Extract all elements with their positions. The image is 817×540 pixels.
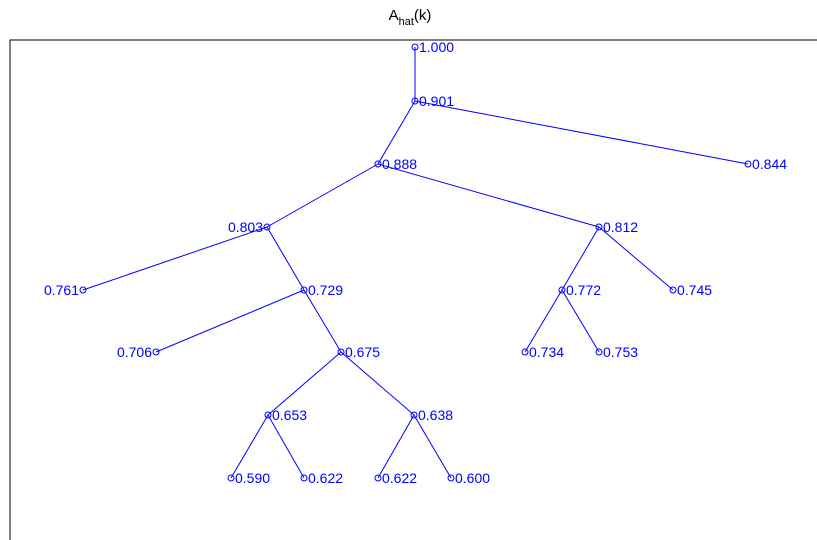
tree-node: 0.812 — [595, 219, 638, 235]
node-value-label: 0.675 — [345, 344, 380, 360]
node-marker — [521, 348, 529, 356]
node-value-label: 0.901 — [419, 93, 454, 109]
node-value-label: 0.600 — [455, 470, 490, 486]
node-value-label: 0.622 — [382, 470, 417, 486]
tree-edge — [377, 414, 415, 479]
tree-node: 0.653 — [264, 407, 307, 423]
tree-edge — [267, 414, 305, 479]
node-marker — [263, 223, 271, 231]
node-value-label: 0.734 — [529, 344, 564, 360]
node-marker — [595, 223, 603, 231]
tree-edge — [561, 289, 600, 353]
node-value-label: 1.000 — [419, 39, 454, 55]
node-value-label: 0.761 — [44, 282, 79, 298]
title-suffix: (k) — [414, 7, 432, 24]
node-value-label: 0.653 — [272, 407, 307, 423]
node-marker — [744, 160, 752, 168]
node-marker — [411, 43, 419, 51]
node-value-label: 0.706 — [117, 344, 152, 360]
tree-edge — [267, 351, 342, 416]
node-marker — [558, 286, 566, 294]
tree-edge — [377, 163, 600, 228]
node-value-label: 0.803 — [228, 219, 263, 235]
tree-edge — [340, 351, 415, 416]
tree-node: 0.745 — [669, 282, 712, 298]
node-value-label: 0.638 — [418, 407, 453, 423]
node-marker — [374, 160, 382, 168]
node-marker — [79, 286, 87, 294]
node-value-label: 0.622 — [308, 470, 343, 486]
tree-node: 1.000 — [411, 39, 454, 55]
node-marker — [669, 286, 677, 294]
tree-edge — [561, 226, 600, 291]
node-value-label: 0.753 — [603, 344, 638, 360]
plot-frame — [9, 39, 817, 540]
tree-edge — [155, 289, 305, 353]
title-subscript: hat — [399, 16, 414, 28]
node-value-label: 0.844 — [752, 156, 787, 172]
tree-node: 0.761 — [44, 282, 87, 298]
tree-edge — [303, 289, 342, 353]
node-value-label: 0.812 — [603, 219, 638, 235]
tree-edges — [82, 47, 749, 479]
tree-edge — [413, 414, 452, 479]
diagram-title: Ahat(k) — [389, 7, 432, 28]
node-value-label: 0.888 — [382, 156, 417, 172]
node-value-label: 0.590 — [235, 470, 270, 486]
tree-edge — [414, 100, 749, 165]
tree-node: 0.772 — [558, 282, 601, 298]
tree-node: 0.729 — [300, 282, 343, 298]
tree-node: 0.675 — [337, 344, 380, 360]
tree-node: 0.600 — [447, 470, 490, 486]
title-main: A — [389, 7, 399, 24]
node-value-label: 0.745 — [677, 282, 712, 298]
tree-node: 0.734 — [521, 344, 564, 360]
tree-node: 0.803 — [228, 219, 271, 235]
tree-edge — [524, 289, 563, 353]
node-marker — [300, 474, 308, 482]
node-marker — [595, 348, 603, 356]
tree-edge — [230, 414, 269, 479]
tree-edge — [377, 100, 416, 165]
node-marker — [264, 411, 272, 419]
node-marker — [300, 286, 308, 294]
tree-node: 0.706 — [117, 344, 160, 360]
node-marker — [410, 411, 418, 419]
tree-node: 0.844 — [744, 156, 787, 172]
tree-node: 0.622 — [300, 470, 343, 486]
node-marker — [227, 474, 235, 482]
tree-node: 0.888 — [374, 156, 417, 172]
node-marker — [447, 474, 455, 482]
tree-edge — [266, 163, 379, 228]
tree-node: 0.590 — [227, 470, 270, 486]
node-marker — [374, 474, 382, 482]
node-marker — [411, 97, 419, 105]
node-value-label: 0.729 — [308, 282, 343, 298]
tree-nodes: 1.000 0.901 0.844 0.888 0.803 0.812 0.761 0.729… — [44, 39, 787, 486]
tree-edge — [266, 226, 305, 291]
tree-node: 0.638 — [410, 407, 453, 423]
tree-edge — [82, 226, 268, 291]
tree-edge — [598, 226, 674, 291]
node-marker — [152, 348, 160, 356]
tree-node: 0.753 — [595, 344, 638, 360]
tree-node: 0.901 — [411, 93, 454, 109]
tree-node: 0.622 — [374, 470, 417, 486]
node-marker — [337, 348, 345, 356]
node-value-label: 0.772 — [566, 282, 601, 298]
